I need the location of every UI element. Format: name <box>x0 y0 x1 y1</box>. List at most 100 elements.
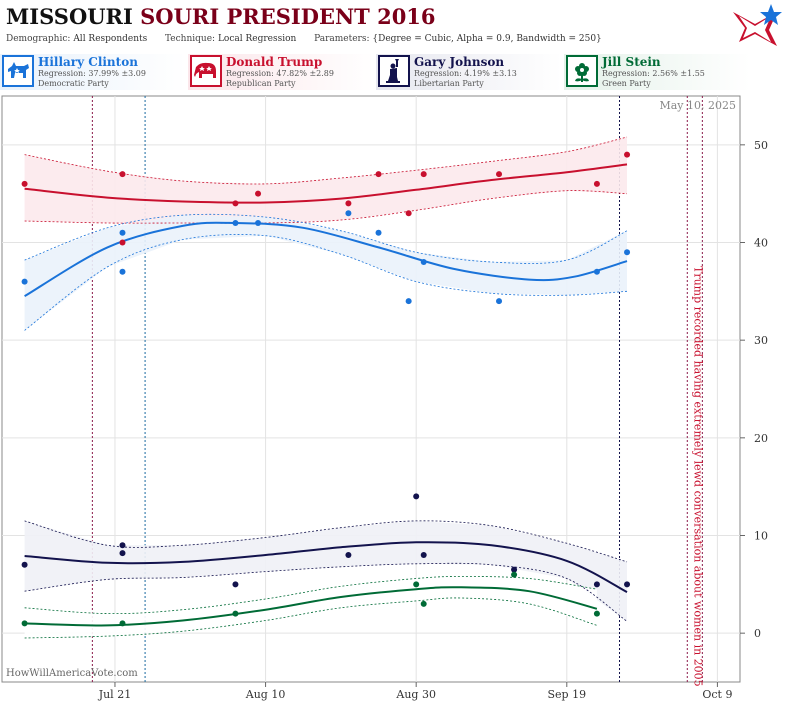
hillary-clinton-trend-line <box>24 221 628 298</box>
page-title: MISSOURI SOURI PRESIDENT 2016 <box>6 4 436 29</box>
gary-johnson-poll-point <box>624 581 631 588</box>
candidate-regression: Regression: 4.19% ±3.13 <box>414 69 517 78</box>
donald-trump-poll-point <box>119 239 126 246</box>
donald-trump-poll-point <box>345 200 352 207</box>
donald-trump-poll-point <box>375 171 382 178</box>
parameters-label: Parameters: <box>314 34 370 44</box>
candidate-name: Hillary Clinton <box>38 55 138 69</box>
donald-trump-poll-point <box>255 190 262 197</box>
jill-stein-poll-point <box>420 600 427 607</box>
parameters-line: Demographic: All Respondents Technique: … <box>6 34 602 44</box>
gary-johnson-poll-point <box>593 581 600 588</box>
jill-stein-lower-bound <box>24 597 598 639</box>
donald-trump-poll-point <box>624 151 631 158</box>
y-tick-label: 0 <box>754 627 761 640</box>
demographic-value: All Respondents <box>73 34 148 44</box>
hillary-clinton-poll-point <box>345 210 352 217</box>
jill-stein-poll-point <box>593 610 600 617</box>
gary-johnson-poll-point <box>119 550 126 557</box>
candidate-trump: Donald Trump Regression: 47.82% ±2.89 Re… <box>188 54 374 90</box>
demographic-label: Demographic: <box>6 34 71 44</box>
y-tick-label: 20 <box>754 432 768 445</box>
gary-johnson-poll-point <box>232 581 239 588</box>
x-tick-label: Aug 10 <box>245 688 286 701</box>
candidate-name: Donald Trump <box>226 55 323 69</box>
date-label: May 10, 2025 <box>659 99 736 112</box>
gary-johnson-poll-point <box>413 493 420 500</box>
hillary-clinton-poll-point <box>624 249 631 256</box>
hillary-clinton-poll-point <box>375 229 382 236</box>
donald-trump-poll-point <box>496 171 503 178</box>
watermark: HowWillAmericaVote.com <box>6 668 138 679</box>
gary-johnson-upper-bound <box>24 520 628 563</box>
donald-trump-poll-point <box>232 200 239 207</box>
hillary-clinton-upper-bound <box>24 213 628 264</box>
statue-of-liberty-icon <box>378 55 410 87</box>
title-rest: SOURI PRESIDENT 2016 <box>140 4 436 29</box>
hillary-clinton-poll-point <box>232 219 239 226</box>
candidate-regression: Regression: 37.99% ±3.09 <box>38 69 146 78</box>
candidate-party: Democratic Party <box>38 79 109 88</box>
y-tick-label: 40 <box>754 237 768 250</box>
jill-stein-poll-point <box>511 571 518 578</box>
gary-johnson-poll-point <box>345 552 352 559</box>
parameters-value: {Degree = Cubic, Alpha = 0.9, Bandwidth … <box>372 34 602 44</box>
jill-stein-poll-point <box>21 620 28 627</box>
donald-trump-poll-point <box>405 210 412 217</box>
technique-label: Technique: <box>165 34 216 44</box>
hillary-clinton-poll-point <box>119 268 126 275</box>
hillary-clinton-poll-point <box>405 298 412 305</box>
gary-johnson-poll-point <box>511 566 518 573</box>
candidate-party: Republican Party <box>226 79 296 88</box>
donald-trump-poll-point <box>21 180 28 187</box>
candidate-regression: Regression: 47.82% ±2.89 <box>226 69 334 78</box>
candidate-name: Gary Johnson <box>414 55 505 69</box>
donkey-icon <box>2 55 34 87</box>
candidate-legend: Hillary Clinton Regression: 37.99% ±3.09… <box>0 52 789 92</box>
poll-chart: Jul 21 Aug 10 Aug 30 Sep 19 Oct 9 0 10 20 30 40 50… <box>1 95 768 701</box>
donald-trump-trend-line <box>24 163 628 204</box>
gary-johnson-poll-point <box>420 552 427 559</box>
hillary-clinton-poll-point <box>593 268 600 275</box>
technique-value: Local Regression <box>217 34 297 44</box>
candidate-clinton: Hillary Clinton Regression: 37.99% ±3.09… <box>0 54 186 90</box>
candidate-johnson: Gary Johnson Regression: 4.19% ±3.13 Lib… <box>376 54 562 90</box>
header: MISSOURI SOURI PRESIDENT 2016 Demographi… <box>0 0 789 52</box>
candidate-party: Libertarian Party <box>414 79 484 88</box>
jill-stein-poll-point <box>413 581 420 588</box>
candidate-stein: Jill Stein Regression: 2.56% ±1.55 Green… <box>564 54 750 90</box>
y-tick-label: 30 <box>754 334 768 347</box>
annotation-label: Trump recorded having extremely lewd con… <box>691 266 704 687</box>
donald-trump-lower-bound <box>24 190 628 224</box>
hillary-clinton-poll-point <box>496 298 503 305</box>
donald-trump-poll-point <box>119 171 126 178</box>
hillary-clinton-poll-point <box>21 278 28 285</box>
hillary-clinton-poll-point <box>255 219 262 226</box>
gary-johnson-poll-point <box>21 561 28 568</box>
gary-johnson-lower-bound <box>24 562 628 622</box>
hillary-clinton-poll-point <box>119 229 126 236</box>
candidate-name: Jill Stein <box>602 55 661 69</box>
gary-johnson-trend-line <box>24 541 628 593</box>
jill-stein-poll-point <box>232 610 239 617</box>
donald-trump-poll-point <box>420 171 427 178</box>
hillary-clinton-confidence-band <box>24 215 628 331</box>
gary-johnson-poll-point <box>119 542 126 549</box>
y-tick-label: 50 <box>754 139 768 152</box>
x-tick-label: Sep 19 <box>547 688 586 701</box>
jill-stein-upper-bound <box>24 576 597 615</box>
title-state: MISSOURI <box>6 4 133 29</box>
x-tick-label: Aug 30 <box>395 688 436 701</box>
x-tick-label: Jul 21 <box>98 688 132 701</box>
hillary-clinton-lower-bound <box>24 234 628 331</box>
candidate-regression: Regression: 2.56% ±1.55 <box>602 69 705 78</box>
jill-stein-poll-point <box>119 620 126 627</box>
x-tick-label: Oct 9 <box>702 688 732 701</box>
hillary-clinton-poll-point <box>420 259 427 266</box>
y-tick-label: 10 <box>754 530 768 543</box>
star-logo-icon <box>733 4 782 46</box>
gary-johnson-confidence-band <box>24 520 628 622</box>
flower-icon <box>566 55 598 87</box>
elephant-icon <box>190 55 222 87</box>
candidate-party: Green Party <box>602 79 651 88</box>
